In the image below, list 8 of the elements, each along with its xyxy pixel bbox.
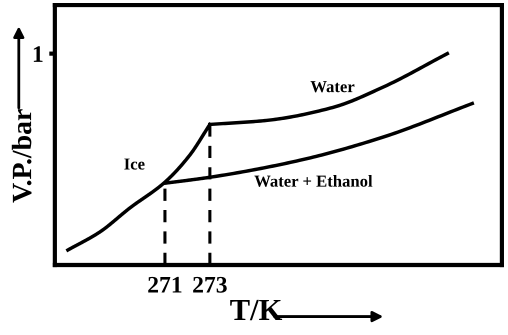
series-label: Water + Ethanol	[254, 175, 372, 187]
series-label: Ice	[124, 158, 145, 170]
series-label: Water	[310, 81, 354, 92]
x-tick-label: 273	[193, 276, 227, 293]
text: 1	[34, 46, 43, 62]
x-axis-title: T/K	[230, 300, 282, 320]
x-tick-label: 271	[148, 276, 182, 292]
y-axis-title: V.P./bar	[12, 109, 32, 203]
